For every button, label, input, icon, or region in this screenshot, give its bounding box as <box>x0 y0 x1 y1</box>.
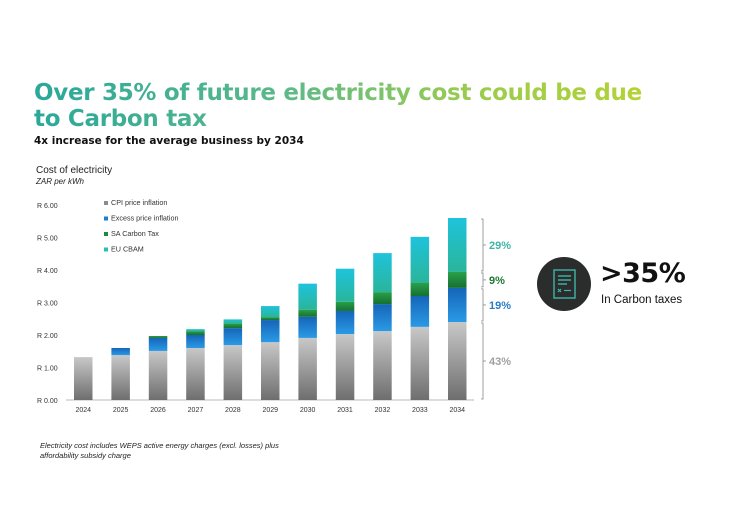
bar-segment-eu-cbam <box>373 253 392 293</box>
bar-segment-sa-carbon-tax <box>148 335 168 338</box>
bar-segment-excess-price-inflation <box>148 337 168 351</box>
legend-label: CPI price inflation <box>111 198 167 207</box>
bar-segment-eu-cbam <box>298 283 317 310</box>
page-title: Over 35% of future electricity cost coul… <box>34 80 654 132</box>
legend-swatch <box>104 216 108 221</box>
bar-segment-excess-price-inflation <box>410 296 430 327</box>
bar-segment-cpi-price-inflation <box>373 331 392 400</box>
y-tick-label: R 6.00 <box>37 203 58 210</box>
bracket-line <box>481 218 484 272</box>
callout-value: >35% <box>600 258 686 289</box>
y-axis-unit: ZAR per kWh <box>36 177 85 186</box>
bar-segment-excess-price-inflation <box>298 316 317 338</box>
bar-segment-cpi-price-inflation <box>148 350 168 400</box>
legend-swatch <box>104 247 108 252</box>
bar-segment-sa-carbon-tax <box>410 283 430 296</box>
bar-segment-excess-price-inflation <box>261 320 280 343</box>
callout-label: In Carbon taxes <box>601 294 683 306</box>
x-tick-label: 2024 <box>75 407 91 414</box>
bar-segment-cpi-price-inflation <box>335 334 355 400</box>
y-tick-label: R 0.00 <box>37 398 58 405</box>
share-annotation: 43% <box>489 356 511 368</box>
chart-title: Cost of electricity <box>36 165 113 176</box>
bar-segment-excess-price-inflation <box>186 335 205 348</box>
bar-segment-sa-carbon-tax <box>261 317 280 321</box>
x-tick-label: 2029 <box>262 407 278 414</box>
y-tick-label: R 2.00 <box>37 333 58 340</box>
bar-segment-cpi-price-inflation <box>261 342 280 400</box>
bar-segment-eu-cbam <box>186 329 205 332</box>
bar-segment-cpi-price-inflation <box>448 322 467 400</box>
bar-segment-eu-cbam <box>410 236 430 283</box>
bracket-line <box>481 272 484 288</box>
bar-segment-cpi-price-inflation <box>410 326 430 400</box>
x-tick-label: 2033 <box>412 407 428 414</box>
bar-segment-excess-price-inflation <box>373 304 392 332</box>
bar-segment-sa-carbon-tax <box>335 301 355 311</box>
x-tick-label: 2031 <box>337 407 353 414</box>
x-tick-label: 2030 <box>300 407 316 414</box>
bracket-line <box>481 288 484 322</box>
bar-segment-excess-price-inflation <box>111 348 130 356</box>
legend-swatch <box>104 232 108 236</box>
share-annotation: 19% <box>489 300 511 312</box>
bar-segment-sa-carbon-tax <box>448 271 467 288</box>
bar-segment-cpi-price-inflation <box>223 345 243 400</box>
bar-segment-sa-carbon-tax <box>373 292 392 305</box>
share-annotation: 29% <box>489 240 511 252</box>
x-tick-label: 2027 <box>188 407 204 414</box>
bar-segment-eu-cbam <box>223 319 243 324</box>
footnote: Electricity cost includes WEPS active en… <box>40 441 279 460</box>
bar-segment-cpi-price-inflation <box>186 348 205 400</box>
x-tick-label: 2028 <box>225 407 241 414</box>
bar-segment-cpi-price-inflation <box>74 357 93 400</box>
bar-segment-eu-cbam <box>448 218 467 272</box>
y-tick-label: R 5.00 <box>37 236 58 243</box>
share-annotation: 9% <box>489 275 505 287</box>
bar-segment-cpi-price-inflation <box>298 337 317 400</box>
legend-swatch <box>104 201 108 205</box>
x-tick-label: 2026 <box>150 407 166 414</box>
bar-segment-excess-price-inflation <box>335 310 355 335</box>
legend-label: Excess price inflation <box>111 214 179 223</box>
bar-segment-sa-carbon-tax <box>186 331 205 335</box>
y-tick-label: R 4.00 <box>37 268 58 275</box>
y-tick-label: R 3.00 <box>37 301 58 308</box>
bar-segment-excess-price-inflation <box>223 328 243 346</box>
bar-segment-excess-price-inflation <box>448 287 467 322</box>
legend-label: SA Carbon Tax <box>111 229 159 238</box>
bar-segment-eu-cbam <box>261 306 280 318</box>
y-tick-label: R 1.00 <box>37 366 58 373</box>
tax-document-icon <box>537 257 591 311</box>
bracket-line <box>481 322 484 400</box>
x-tick-label: 2032 <box>375 407 391 414</box>
bar-segment-sa-carbon-tax <box>298 309 317 317</box>
x-tick-label: 2034 <box>449 407 465 414</box>
bar-segment-sa-carbon-tax <box>223 323 243 329</box>
x-tick-label: 2025 <box>113 407 129 414</box>
bar-segment-eu-cbam <box>335 268 355 302</box>
legend-label: EU CBAM <box>111 245 144 254</box>
page-subtitle: 4x increase for the average business by … <box>34 135 304 147</box>
bar-segment-cpi-price-inflation <box>111 355 130 400</box>
